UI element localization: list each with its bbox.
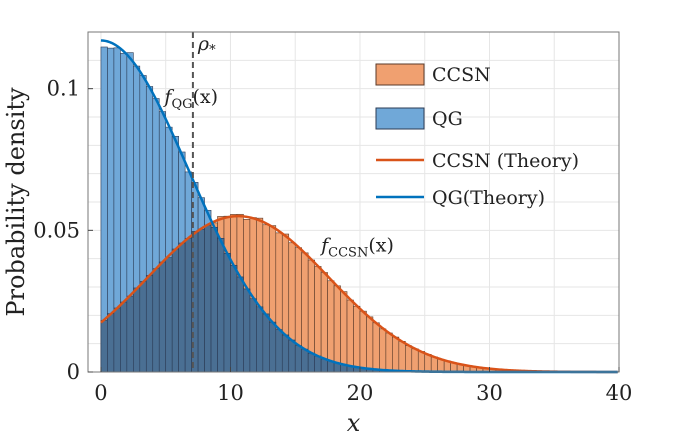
overlap-bar [158, 261, 167, 373]
qg-curve-label-f: f [162, 86, 174, 108]
overlap-bar [197, 229, 205, 373]
overlap-bar [281, 334, 290, 373]
ccsn-bar [379, 328, 387, 373]
overlap-bar [243, 288, 251, 373]
overlap-bar [256, 306, 264, 373]
legend: CCSN QG CCSN (Theory) QG(Theory) [375, 63, 579, 209]
overlap-bar [204, 224, 212, 373]
overlap-bar [275, 329, 283, 373]
overlap-bar [288, 339, 296, 373]
ccsn-bar [411, 348, 419, 373]
overlap-bar [120, 301, 128, 373]
overlap-bar [107, 313, 115, 373]
overlap-bar [236, 276, 244, 373]
ccsn-bar [340, 291, 348, 373]
ccsn-bar [372, 322, 380, 373]
ccsn-curve-label-f: f [319, 235, 331, 257]
y-tick-label: 0.1 [47, 77, 80, 101]
qg-curve-label-arg: (x) [193, 86, 219, 108]
ccsn-curve-label-sub: CCSN [328, 246, 368, 261]
plot-frame [87, 31, 620, 373]
x-tick-label: 30 [476, 381, 503, 405]
threshold-label: ρ* [197, 33, 216, 58]
qg-curve-label-sub: QG [171, 97, 192, 112]
overlap-bar [307, 352, 315, 373]
overlap-bar [210, 227, 218, 373]
overlap-bar [100, 320, 108, 373]
legend-label-ccsn: CCSN [432, 64, 491, 86]
overlap-bar [230, 265, 238, 373]
overlap-bar [145, 275, 154, 373]
ccsn-bar [385, 332, 393, 373]
overlap-bar [184, 238, 192, 373]
ccsn-bar [353, 305, 361, 373]
overlap-bar [314, 355, 322, 373]
ccsn-curve-label-arg: (x) [368, 235, 394, 257]
legend-label-qg: QG [432, 108, 463, 130]
ccsn-bar [327, 280, 335, 373]
x-tick-label: 10 [217, 381, 244, 405]
overlap-bar [217, 238, 225, 373]
ccsn-bar [398, 341, 406, 373]
ccsn-curve-label: fCCSN(x) [319, 235, 394, 261]
overlap-bar [301, 348, 309, 373]
overlap-bar [165, 257, 173, 373]
legend-label-ccsn-theory: CCSN (Theory) [432, 150, 579, 172]
y-tick-label: 0 [67, 360, 80, 384]
overlap-bar [269, 321, 277, 373]
ccsn-bar [346, 299, 354, 373]
overlap-bar [249, 298, 257, 373]
y-tick-label: 0.05 [33, 218, 80, 242]
overlap-bar [126, 295, 134, 373]
ccsn-bar [417, 351, 426, 373]
ccsn-bar [366, 316, 374, 373]
overlap-bar [223, 253, 231, 373]
overlap-bar [178, 242, 186, 373]
legend-swatch-ccsn [375, 63, 425, 86]
x-axis-title: x [347, 409, 361, 437]
overlap-bar [113, 307, 121, 373]
threshold-label-sub: * [209, 43, 216, 58]
overlap-bar [133, 287, 141, 373]
ccsn-bar [405, 345, 413, 373]
overlap-bar [171, 248, 179, 373]
ccsn-bar [430, 356, 438, 373]
overlap-bar [152, 268, 160, 373]
ccsn-bar [392, 336, 400, 373]
ccsn-bar [424, 354, 432, 373]
overlap-bar [139, 281, 147, 373]
y-axis-title: Probability density [2, 87, 30, 317]
x-tick-label: 0 [94, 381, 107, 405]
overlap-bar [262, 313, 270, 373]
overlap-bar [294, 345, 302, 373]
x-tick-label: 20 [347, 381, 374, 405]
ccsn-bar [359, 310, 367, 373]
legend-label-qg-theory: QG(Theory) [432, 187, 545, 209]
qg-curve-label: fQG(x) [162, 86, 218, 112]
ticks: 0 10 20 30 40 0 0.05 0.1 [33, 77, 632, 405]
annotations: fQG(x)fCCSN(x) [162, 86, 393, 261]
legend-swatch-qg [375, 107, 425, 130]
x-tick-label: 40 [606, 381, 633, 405]
ccsn-bar [333, 285, 341, 373]
